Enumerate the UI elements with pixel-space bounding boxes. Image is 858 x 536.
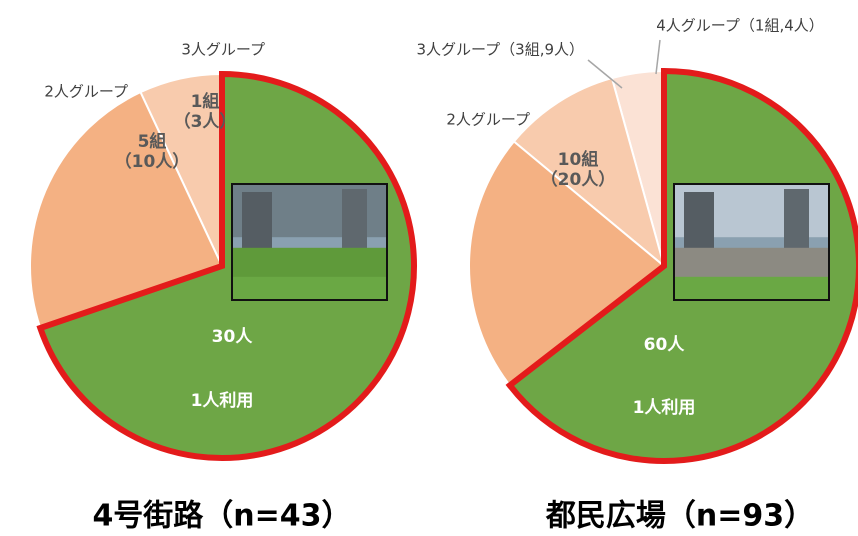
category-label: 3人グループ（3組,9人）: [417, 41, 585, 59]
photo: [231, 183, 388, 301]
photo-building: [242, 192, 272, 250]
category-label: 3人グループ: [181, 41, 265, 59]
photo-grass: [675, 276, 828, 299]
category-label: 1人利用: [633, 397, 696, 418]
value-label: 10組（20人）: [541, 149, 616, 190]
value-label: 1組（3人）: [174, 91, 237, 132]
category-label: 2人グループ: [44, 83, 128, 101]
photo-building: [784, 189, 809, 253]
category-label: 4人グループ（1組,4人）: [656, 17, 824, 35]
leader-line: [587, 59, 623, 89]
pie-slice: [512, 76, 666, 269]
category-label: 1人利用: [191, 390, 254, 411]
pie-slice: [468, 140, 666, 387]
value-label: 5組（10人）: [115, 131, 190, 172]
photo: [673, 183, 830, 301]
photo-grass: [233, 276, 386, 299]
value-label: 60人: [644, 335, 686, 355]
leader-line: [655, 39, 661, 75]
pie-slice: [36, 70, 417, 461]
photo-building: [342, 189, 367, 253]
chart-title: 4号街路（n=43）: [92, 499, 351, 534]
photo-building: [684, 192, 714, 250]
category-label: 2人グループ: [446, 111, 530, 129]
chart-title: 都民広場（n=93）: [545, 499, 814, 534]
value-label: 30人: [212, 327, 254, 347]
pie-slice: [29, 90, 224, 330]
